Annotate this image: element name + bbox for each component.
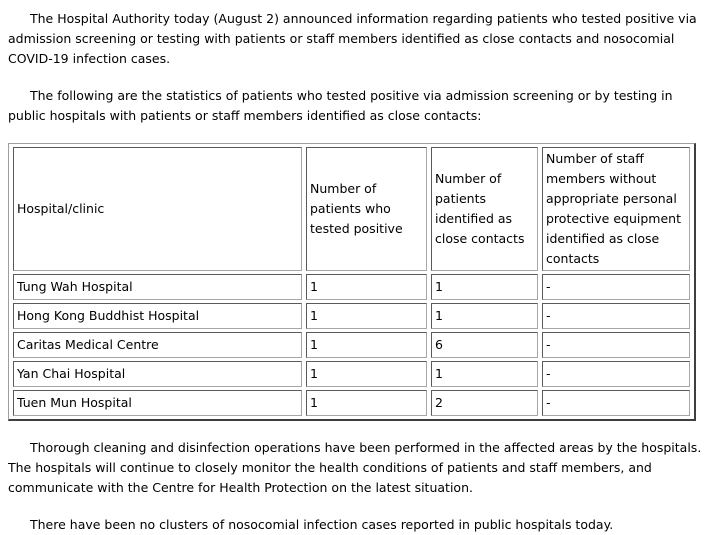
cell-staff-close-contacts: - [542, 361, 690, 387]
cell-hospital-name: Tung Wah Hospital [13, 274, 302, 300]
cell-close-contacts: 6 [431, 332, 538, 358]
header-patients-close-contacts: Number of patients identified as close c… [431, 147, 538, 271]
cell-hospital-name: Tuen Mun Hospital [13, 390, 302, 416]
cell-staff-close-contacts: - [542, 274, 690, 300]
cell-close-contacts: 1 [431, 361, 538, 387]
cell-hospital-name: Caritas Medical Centre [13, 332, 302, 358]
cell-tested-positive: 1 [306, 390, 427, 416]
cell-close-contacts: 1 [431, 274, 538, 300]
cell-hospital-name: Yan Chai Hospital [13, 361, 302, 387]
cell-staff-close-contacts: - [542, 303, 690, 329]
cell-close-contacts: 2 [431, 390, 538, 416]
table-row: Caritas Medical Centre 1 6 - [13, 332, 690, 358]
table-row: Hong Kong Buddhist Hospital 1 1 - [13, 303, 690, 329]
cleaning-disinfection-paragraph: Thorough cleaning and disinfection opera… [8, 440, 702, 495]
cell-staff-close-contacts: - [542, 332, 690, 358]
press-release-page: { "colors": { "text": "#000000", "backgr… [8, 11, 702, 532]
no-clusters-paragraph: There have been no clusters of nosocomia… [30, 517, 614, 532]
intro-paragraph: The Hospital Authority today (August 2) … [8, 11, 697, 66]
table-row: Yan Chai Hospital 1 1 - [13, 361, 690, 387]
header-staff-close-contacts: Number of staff members without appropri… [542, 147, 690, 271]
table-header-row: Hospital/clinic Number of patients who t… [13, 147, 690, 271]
table-row: Tuen Mun Hospital 1 2 - [13, 390, 690, 416]
table-row: Tung Wah Hospital 1 1 - [13, 274, 690, 300]
cell-staff-close-contacts: - [542, 390, 690, 416]
cell-tested-positive: 1 [306, 332, 427, 358]
cell-hospital-name: Hong Kong Buddhist Hospital [13, 303, 302, 329]
header-hospital-clinic: Hospital/clinic [13, 147, 302, 271]
positive-cases-table: Hospital/clinic Number of patients who t… [8, 143, 696, 421]
header-patients-tested-positive: Number of patients who tested positive [306, 147, 427, 271]
cell-tested-positive: 1 [306, 303, 427, 329]
cell-close-contacts: 1 [431, 303, 538, 329]
cell-tested-positive: 1 [306, 274, 427, 300]
cell-tested-positive: 1 [306, 361, 427, 387]
statistics-lead-paragraph: The following are the statistics of pati… [8, 88, 673, 123]
